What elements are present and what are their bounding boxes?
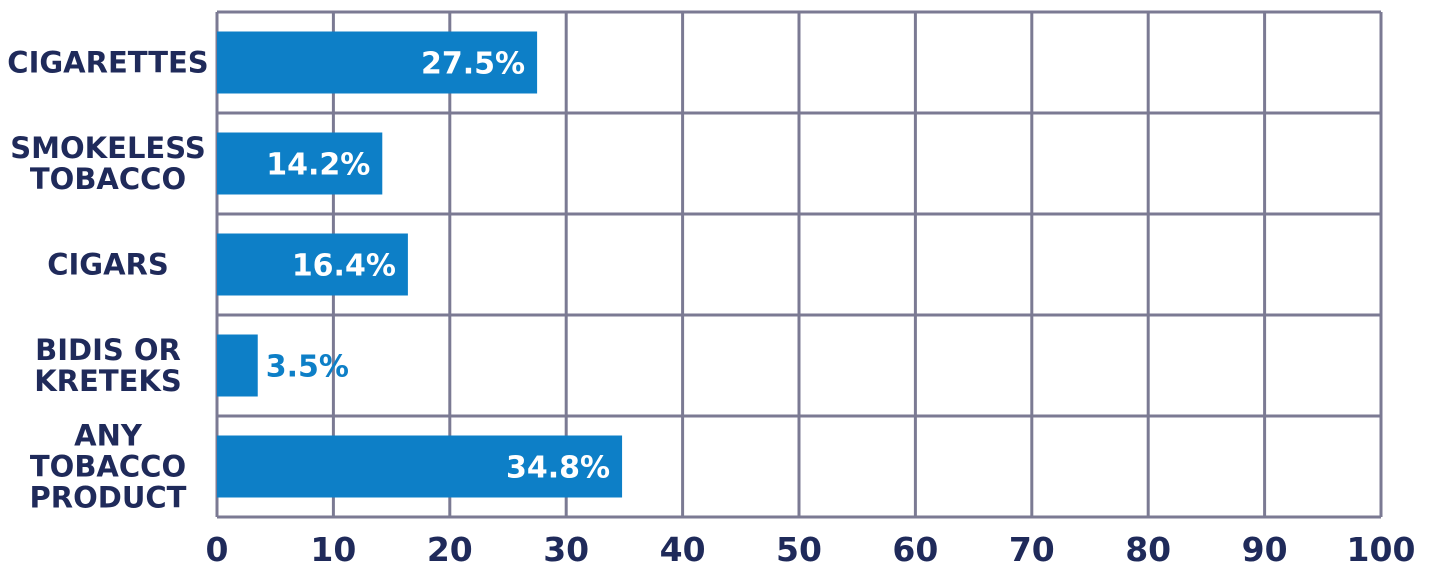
- bar-1: [217, 132, 383, 195]
- category-label-1: SMOKELESS TOBACCO: [10, 131, 205, 196]
- bar-4: [217, 435, 623, 498]
- bar-0: [217, 31, 538, 94]
- category-label-4: ANY TOBACCO PRODUCT: [30, 419, 187, 515]
- category-labels: CIGARETTES SMOKELESS TOBACCO CIGARS BIDIS OR…: [7, 46, 208, 515]
- value-label-0: 27.5%: [421, 47, 525, 82]
- bars: 27.5% 14.2% 16.4% 3.5% 34.8%: [217, 31, 623, 498]
- value-label-2: 16.4%: [292, 249, 396, 284]
- value-label-1: 14.2%: [266, 148, 370, 183]
- x-tick-label-0: 0: [206, 530, 229, 565]
- value-label-3: 3.5%: [266, 350, 349, 385]
- category-label-0: CIGARETTES: [7, 46, 208, 80]
- category-label-2: CIGARS: [47, 248, 169, 282]
- x-tick-label-60: 60: [892, 530, 938, 565]
- x-tick-label-100: 100: [1347, 530, 1416, 565]
- bar-3: [217, 334, 258, 397]
- x-tick-label-80: 80: [1125, 530, 1171, 565]
- x-tick-label-50: 50: [776, 530, 822, 565]
- x-tick-label-40: 40: [660, 530, 706, 565]
- x-tick-label-90: 90: [1242, 530, 1288, 565]
- grid: [215, 10, 1383, 519]
- x-tick-label-70: 70: [1009, 530, 1055, 565]
- value-label-4: 34.8%: [506, 451, 610, 486]
- category-label-3: BIDIS OR KRETEKS: [34, 333, 182, 398]
- x-tick-label-20: 20: [427, 530, 473, 565]
- x-axis-ticks: 0 10 20 30 40 50 60 70 80 90 100: [206, 530, 1416, 565]
- bar-2: [217, 233, 408, 296]
- x-tick-label-30: 30: [543, 530, 589, 565]
- x-tick-label-10: 10: [310, 530, 356, 565]
